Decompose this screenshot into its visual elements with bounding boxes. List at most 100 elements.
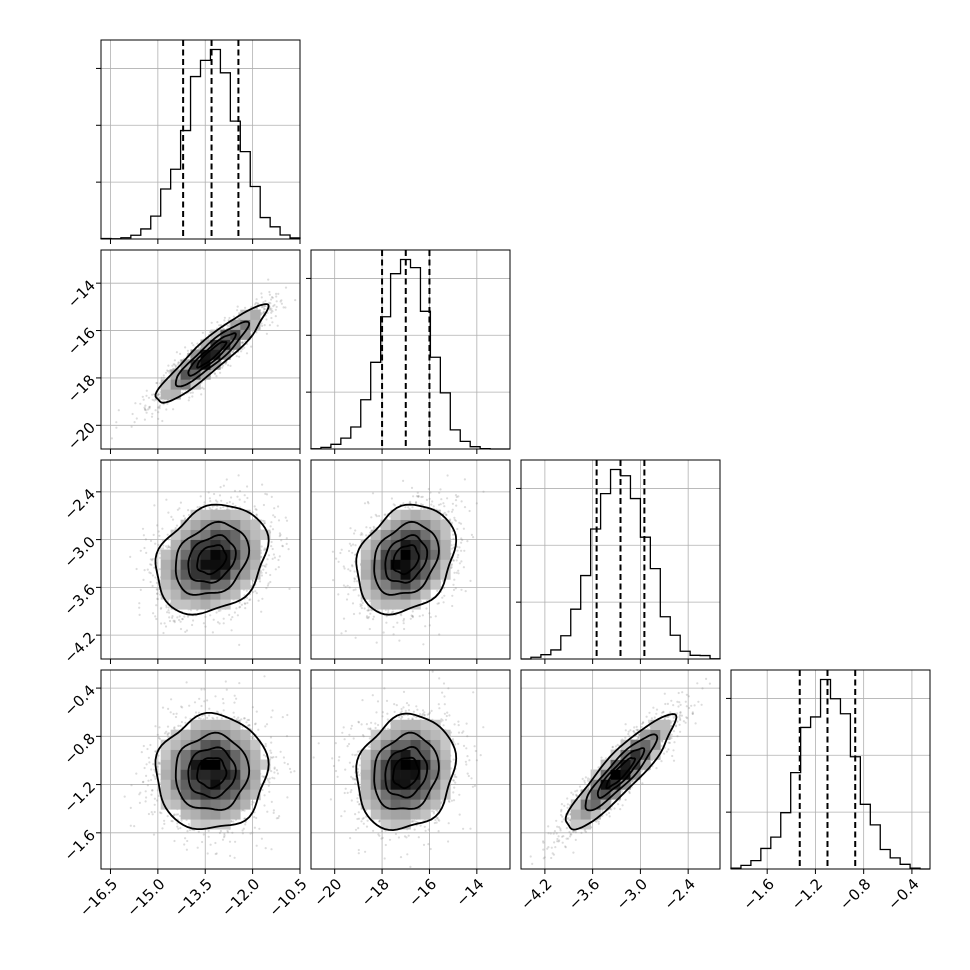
density-cell [230,569,241,580]
sample-point [146,568,149,571]
sample-point [158,534,161,537]
sample-point [237,317,241,320]
sample-point [263,522,266,525]
sample-point [147,396,151,399]
sample-point [176,363,179,366]
density-cell [240,539,251,550]
sample-point [185,629,189,632]
sample-point [216,505,219,508]
sample-point [168,369,171,372]
sample-point [238,606,241,609]
sample-point [222,484,225,487]
sample-point [191,395,194,398]
density-cell [230,319,241,330]
contour-level-2 [187,534,237,584]
sample-point [284,306,287,309]
sample-point [204,615,207,618]
sample-point [179,620,182,623]
sample-point [138,602,141,605]
sample-point [157,411,160,414]
density-cell [220,579,231,590]
sample-point [130,425,133,428]
sample-point [268,308,271,311]
sample-point [183,615,186,618]
sample-point [176,508,179,511]
density-cell [230,559,241,570]
density-cell [200,599,211,610]
sample-point [262,308,266,311]
density-cell [190,549,201,560]
sample-point [275,295,278,298]
sample-point [156,597,159,600]
sample-point [228,613,231,617]
sample-point [148,405,151,408]
density-cell [210,519,221,530]
density-cell [200,359,211,370]
sample-point [248,598,251,602]
density-cell [170,599,181,610]
density-cell [250,539,261,550]
sample-point [246,601,249,605]
sample-point [245,352,249,355]
sample-point [165,606,168,609]
density-cell [190,349,201,360]
density-cell [250,569,261,580]
axes-frame [100,459,301,660]
sample-point [236,309,239,312]
sample-point [236,317,240,320]
sample-point [412,495,415,498]
sample-point [168,546,171,549]
sample-point [168,611,171,614]
sample-point [254,303,257,306]
sample-point [261,305,264,308]
sample-point [260,571,263,574]
sample-point [275,300,278,303]
sample-point [219,324,222,327]
sample-point [238,498,241,501]
sample-point [233,611,236,614]
density-cell [170,579,181,590]
contour-level-0 [154,503,270,616]
sample-point [142,534,145,537]
density-cell [210,509,221,520]
density-cell [230,589,241,600]
density-cell [190,599,201,610]
sample-point [273,303,276,307]
sample-point [295,457,297,459]
sample-point [148,407,151,410]
sample-point [254,508,257,511]
sample-point [243,346,246,349]
density-cell [160,589,171,600]
sample-point [212,618,215,621]
sample-point [262,503,265,507]
sample-point [410,486,414,489]
sample-point [252,580,255,583]
sample-point [139,549,142,552]
sample-point [148,571,151,574]
sample-point [162,374,165,377]
sample-point [269,580,272,584]
sample-point [270,521,273,524]
sample-point [270,545,273,548]
sample-point [215,375,218,378]
sample-point [367,617,370,620]
sample-point [232,315,235,318]
sample-point [156,406,160,409]
sample-point [255,301,258,304]
sample-point [165,604,168,607]
sample-point [188,396,191,399]
sample-point [158,552,161,555]
sample-point [196,342,199,345]
sample-point [167,606,170,609]
sample-point [150,563,153,567]
sample-point [274,315,277,318]
sample-point [411,615,414,618]
sample-point [158,568,161,571]
sample-point [241,348,244,351]
sample-point [255,331,258,334]
sample-point [285,519,289,522]
sample-point [202,622,205,625]
sample-point [167,511,170,514]
sample-point [270,296,274,299]
density-cell [170,529,181,540]
